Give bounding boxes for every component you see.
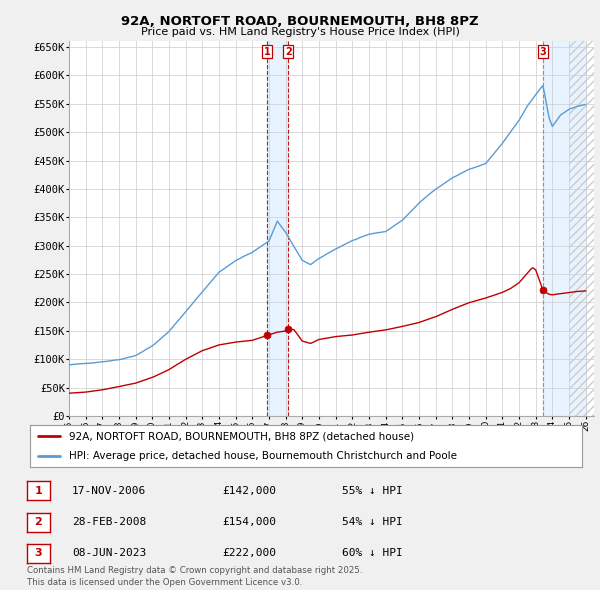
Text: 55% ↓ HPI: 55% ↓ HPI	[342, 486, 403, 496]
Text: 28-FEB-2008: 28-FEB-2008	[72, 517, 146, 527]
Text: 3: 3	[539, 47, 547, 57]
Text: 08-JUN-2023: 08-JUN-2023	[72, 549, 146, 558]
Bar	[543, 41, 586, 416]
Text: 2: 2	[285, 47, 292, 57]
Text: 92A, NORTOFT ROAD, BOURNEMOUTH, BH8 8PZ (detached house): 92A, NORTOFT ROAD, BOURNEMOUTH, BH8 8PZ …	[68, 431, 414, 441]
Text: 60% ↓ HPI: 60% ↓ HPI	[342, 549, 403, 558]
Text: 54% ↓ HPI: 54% ↓ HPI	[342, 517, 403, 527]
Text: 2: 2	[35, 517, 42, 527]
Text: 17-NOV-2006: 17-NOV-2006	[72, 486, 146, 496]
Text: £142,000: £142,000	[222, 486, 276, 496]
Text: 3: 3	[35, 549, 42, 558]
Text: 1: 1	[35, 486, 42, 496]
Text: £222,000: £222,000	[222, 549, 276, 558]
Bar	[569, 41, 594, 416]
Bar	[267, 41, 289, 416]
Text: Price paid vs. HM Land Registry's House Price Index (HPI): Price paid vs. HM Land Registry's House …	[140, 27, 460, 37]
Text: £154,000: £154,000	[222, 517, 276, 527]
Bar	[569, 41, 594, 416]
Text: 92A, NORTOFT ROAD, BOURNEMOUTH, BH8 8PZ: 92A, NORTOFT ROAD, BOURNEMOUTH, BH8 8PZ	[121, 15, 479, 28]
Text: 1: 1	[263, 47, 271, 57]
Text: HPI: Average price, detached house, Bournemouth Christchurch and Poole: HPI: Average price, detached house, Bour…	[68, 451, 457, 461]
Text: Contains HM Land Registry data © Crown copyright and database right 2025.
This d: Contains HM Land Registry data © Crown c…	[27, 566, 362, 587]
